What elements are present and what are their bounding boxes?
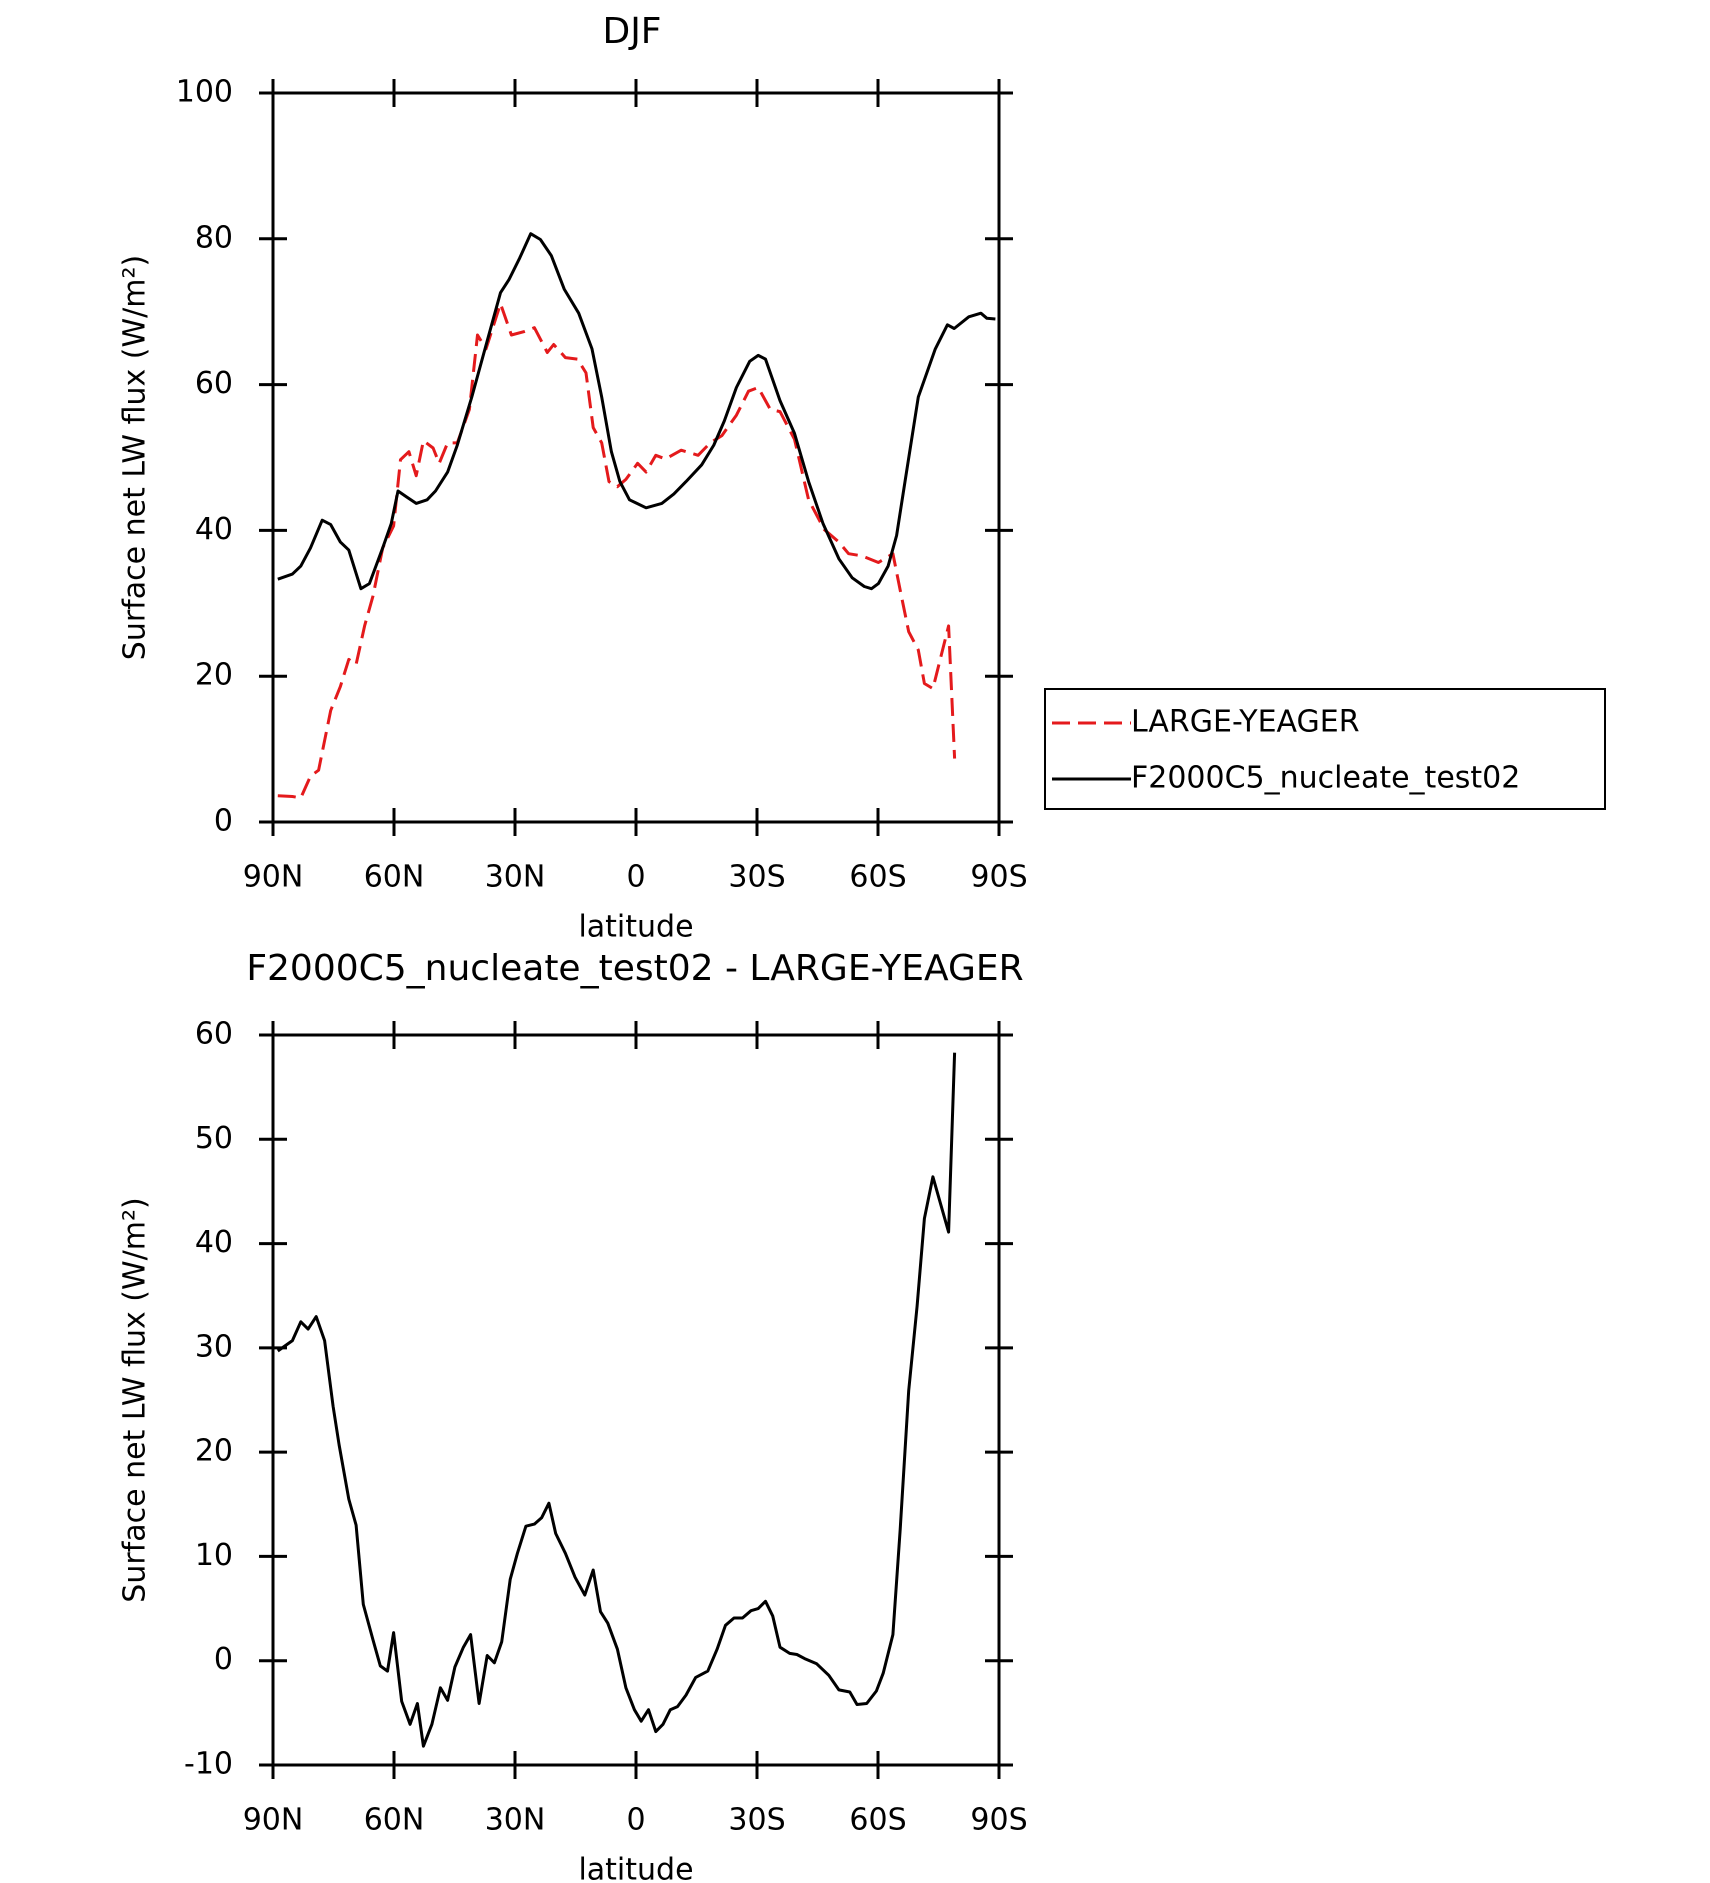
y-tick-label: 20 <box>195 1434 233 1469</box>
legend-label: F2000C5_nucleate_test02 <box>1131 761 1520 796</box>
legend-label: LARGE-YEAGER <box>1131 705 1360 740</box>
chart-title: DJF <box>602 11 661 52</box>
x-tick-label: 90N <box>243 860 304 895</box>
y-tick-label: 60 <box>195 1017 233 1052</box>
x-tick-label: 90N <box>243 1803 304 1838</box>
x-tick-label: 60N <box>364 860 425 895</box>
y-tick-label: 20 <box>195 658 233 693</box>
x-tick-label: 0 <box>626 1803 645 1838</box>
plot-frame <box>271 1033 1001 1767</box>
y-tick-label: 0 <box>214 1642 233 1677</box>
y-tick-label: 0 <box>214 804 233 839</box>
y-tick-label: 50 <box>195 1121 233 1156</box>
plot-frame <box>271 91 1001 824</box>
x-tick-label: 60N <box>364 1803 425 1838</box>
y-tick-label: 60 <box>195 366 233 401</box>
x-tick-label: 0 <box>626 860 645 895</box>
data-line <box>277 302 957 800</box>
y-axis-label: Surface net LW flux (W/m²) <box>118 255 153 660</box>
data-line <box>277 232 996 591</box>
x-tick-label: 30S <box>728 1803 785 1838</box>
x-tick-label: 60S <box>849 860 906 895</box>
data-line <box>276 1052 957 1748</box>
x-axis-label: latitude <box>578 1853 693 1883</box>
y-tick-label: 40 <box>195 512 233 547</box>
x-tick-label: 30S <box>728 860 785 895</box>
y-tick-label: 10 <box>195 1538 233 1573</box>
y-tick-label: 80 <box>195 220 233 255</box>
y-tick-label: -10 <box>184 1747 233 1782</box>
chart-title: F2000C5_nucleate_test02 - LARGE-YEAGER <box>246 948 1023 989</box>
x-tick-label: 90S <box>970 1803 1027 1838</box>
y-tick-label: 30 <box>195 1329 233 1364</box>
x-tick-label: 30N <box>485 1803 546 1838</box>
x-tick-label: 30N <box>485 860 546 895</box>
x-tick-label: 60S <box>849 1803 906 1838</box>
y-axis-label: Surface net LW flux (W/m²) <box>118 1197 153 1602</box>
x-tick-label: 90S <box>970 860 1027 895</box>
y-tick-label: 40 <box>195 1225 233 1260</box>
legend-box <box>1044 688 1606 810</box>
x-axis-label: latitude <box>578 910 693 945</box>
y-tick-label: 100 <box>176 75 233 110</box>
